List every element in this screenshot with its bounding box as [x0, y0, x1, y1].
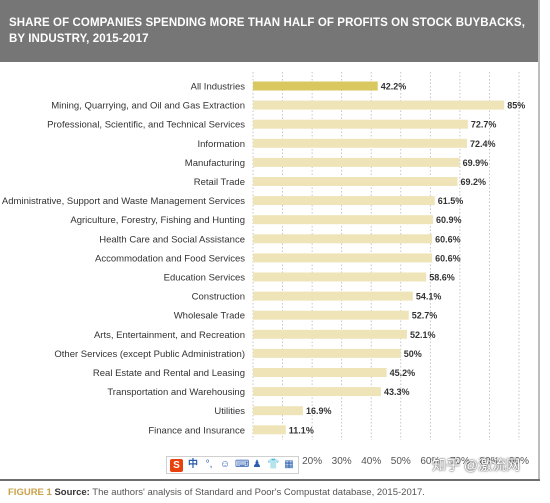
category-label: Accommodation and Food Services [95, 253, 245, 264]
value-label: 58.6% [429, 273, 455, 283]
x-tick-label: 20% [302, 456, 322, 467]
category-label: Manufacturing [185, 158, 245, 169]
value-label: 69.2% [461, 177, 487, 187]
category-label: Arts, Entertainment, and Recreation [94, 330, 245, 341]
value-label: 52.7% [412, 311, 438, 321]
bar [253, 291, 413, 301]
shirt-icon[interactable]: 👕 [267, 459, 280, 470]
chinese-mode-toggle[interactable]: 中 [188, 459, 198, 470]
bottom-border [0, 479, 540, 481]
bar [253, 329, 407, 339]
value-label: 42.2% [381, 82, 407, 92]
category-label: Retail Trade [194, 177, 245, 188]
sogou-logo-icon[interactable]: S [170, 458, 183, 472]
bar [253, 387, 381, 397]
category-label: Information [197, 139, 245, 150]
bar [253, 177, 458, 186]
user-icon[interactable]: ♟ [252, 459, 262, 470]
category-label: Construction [192, 292, 245, 303]
bar [253, 100, 505, 110]
x-tick-label: 30% [332, 456, 352, 467]
bar [253, 157, 460, 167]
bar [253, 253, 433, 263]
value-label: 61.5% [438, 196, 464, 206]
bar [253, 119, 468, 129]
category-label: Education Services [164, 273, 246, 284]
category-label: Transportation and Warehousing [107, 387, 245, 398]
bar [253, 368, 387, 377]
bar [253, 348, 401, 358]
value-label: 16.9% [306, 406, 332, 416]
category-label: Real Estate and Rental and Leasing [93, 368, 245, 379]
value-label: 72.7% [471, 120, 497, 130]
right-border [538, 0, 540, 480]
bars [253, 81, 505, 435]
ime-toolbar[interactable]: S 中 °, ☺ ⌨ ♟ 👕 ▦ [166, 456, 299, 474]
bar [253, 138, 467, 148]
x-tick-label: 50% [391, 456, 411, 467]
value-labels: 42.2% 85% 72.7% 72.4% 69.9% 69.2% 61.5% 60.9% 60… [289, 82, 525, 436]
category-label: All Industries [191, 82, 246, 93]
category-label: Finance and Insurance [148, 425, 245, 436]
grid-menu-icon[interactable]: ▦ [284, 459, 294, 470]
bar [253, 425, 286, 435]
value-label: 60.6% [435, 253, 461, 263]
source-text: The authors' analysis of Standard and Po… [92, 487, 425, 498]
x-tick-label: 80% [479, 456, 499, 467]
category-label: Wholesale Trade [174, 311, 245, 322]
x-tick-label: 90% [509, 456, 529, 467]
x-tick-label: 70% [450, 456, 470, 467]
value-label: 69.9% [463, 158, 489, 168]
emoji-icon[interactable]: ☺ [219, 459, 231, 470]
watermark: 知乎 @激流网 [432, 457, 521, 473]
punctuation-icon[interactable]: °, [205, 459, 213, 470]
keyboard-icon[interactable]: ⌨ [235, 459, 250, 470]
bar-chart: All Industries Mining, Quarrying, and Oil… [2, 72, 529, 467]
category-label: Professional, Scientific, and Technical … [47, 120, 245, 131]
chart-header: SHARE OF COMPANIES SPENDING MORE THAN HA… [0, 0, 538, 62]
value-label: 11.1% [289, 425, 314, 435]
value-label: 60.6% [435, 234, 461, 244]
value-label: 50% [404, 349, 422, 359]
category-labels: All Industries Mining, Quarrying, and Oil… [2, 82, 245, 437]
chart-title: SHARE OF COMPANIES SPENDING MORE THAN HA… [9, 17, 525, 45]
value-label: 60.9% [436, 215, 462, 225]
category-label: Health Care and Social Assistance [99, 234, 245, 245]
bar [253, 272, 427, 282]
bar [253, 215, 433, 225]
figure-caption: FIGURE 1 Source: The authors' analysis o… [8, 487, 425, 498]
value-label: 85% [507, 101, 525, 111]
source-label: Source: [54, 487, 90, 498]
figure-label: FIGURE 1 [8, 487, 52, 498]
bar [253, 310, 409, 320]
bar [253, 81, 378, 91]
category-label: Mining, Quarrying, and Oil and Gas Extra… [51, 101, 245, 112]
x-tick-label: 60% [420, 456, 440, 467]
category-label: Utilities [214, 406, 245, 417]
category-label: Other Services (except Public Administra… [54, 349, 245, 360]
x-tick-label: 40% [361, 456, 381, 467]
value-label: 52.1% [410, 330, 436, 340]
bar [253, 234, 433, 244]
value-label: 43.3% [384, 387, 410, 397]
value-label: 45.2% [390, 368, 416, 378]
category-label: Administrative, Support and Waste Manage… [2, 196, 245, 207]
value-label: 72.4% [470, 139, 496, 149]
value-label: 54.1% [416, 292, 442, 302]
category-label: Agriculture, Forestry, Fishing and Hunti… [70, 215, 245, 226]
bar [253, 196, 435, 206]
bar [253, 406, 303, 416]
